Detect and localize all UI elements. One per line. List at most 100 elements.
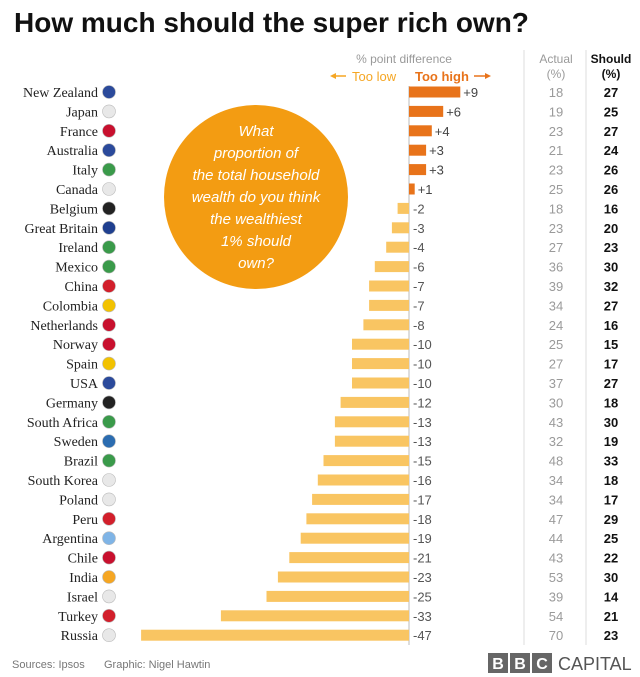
should-value: 23 bbox=[604, 240, 618, 255]
should-value: 24 bbox=[604, 143, 619, 158]
actual-value: 27 bbox=[549, 357, 563, 372]
should-value: 19 bbox=[604, 434, 618, 449]
logo-letter-b2: B bbox=[514, 656, 526, 673]
too-low-label: Too low bbox=[352, 69, 397, 84]
value-label: -23 bbox=[413, 570, 432, 585]
value-label: +6 bbox=[446, 104, 461, 119]
actual-value: 36 bbox=[549, 260, 563, 275]
bar bbox=[409, 125, 432, 137]
chart-row: New Zealand +9 18 27 bbox=[23, 85, 618, 101]
actual-value: 37 bbox=[549, 376, 563, 391]
country-label: USA bbox=[70, 377, 99, 392]
bar bbox=[409, 86, 461, 98]
question-line: What bbox=[238, 123, 274, 140]
difference-header: % point difference bbox=[356, 52, 452, 66]
should-value: 27 bbox=[604, 124, 618, 139]
country-label: Canada bbox=[56, 183, 99, 198]
country-label: Brazil bbox=[64, 455, 98, 470]
value-label: +9 bbox=[463, 85, 478, 100]
flag-icon bbox=[102, 395, 116, 410]
should-unit: (%) bbox=[602, 67, 621, 81]
flag-icon bbox=[102, 143, 116, 157]
question-circle bbox=[164, 105, 348, 289]
value-label: -17 bbox=[413, 492, 432, 507]
question-line: 1% should bbox=[221, 233, 292, 250]
country-label: Israel bbox=[67, 590, 98, 605]
country-label: Japan bbox=[66, 105, 98, 120]
flag-icon bbox=[102, 434, 116, 449]
flag-icon bbox=[102, 608, 116, 623]
actual-value: 30 bbox=[549, 395, 563, 410]
actual-value: 53 bbox=[549, 570, 563, 585]
country-label: Peru bbox=[72, 513, 98, 528]
actual-value: 23 bbox=[549, 221, 563, 236]
actual-value: 44 bbox=[549, 531, 563, 546]
chart-row: Sweden -13 32 19 bbox=[54, 434, 619, 450]
should-value: 29 bbox=[604, 512, 618, 527]
chart-row: Great Britain -3 23 20 bbox=[25, 221, 619, 237]
actual-value: 24 bbox=[549, 318, 563, 333]
actual-value: 54 bbox=[549, 609, 563, 624]
country-label: South Africa bbox=[27, 416, 99, 431]
bar bbox=[289, 552, 409, 564]
chart-row: China -7 39 32 bbox=[65, 279, 619, 295]
too-low-legend: Too low bbox=[330, 69, 397, 84]
country-label: Norway bbox=[53, 338, 98, 353]
value-label: -19 bbox=[413, 531, 432, 546]
flag-icon bbox=[102, 414, 116, 429]
country-label: Spain bbox=[66, 358, 98, 373]
question-line: own? bbox=[238, 255, 275, 272]
should-value: 32 bbox=[604, 279, 618, 294]
bar bbox=[220, 610, 409, 622]
value-label: -4 bbox=[413, 240, 425, 255]
actual-value: 34 bbox=[549, 492, 563, 507]
value-label: -13 bbox=[413, 415, 432, 430]
chart-row: India -23 53 30 bbox=[69, 570, 618, 586]
bar bbox=[386, 241, 409, 253]
actual-value: 48 bbox=[549, 454, 563, 469]
flag-icon bbox=[102, 628, 116, 643]
should-value: 26 bbox=[604, 163, 618, 178]
should-value: 30 bbox=[604, 260, 618, 275]
chart-row: Peru -18 47 29 bbox=[72, 512, 618, 528]
should-value: 33 bbox=[604, 454, 618, 469]
country-label: Mexico bbox=[55, 261, 98, 276]
should-value: 23 bbox=[604, 628, 618, 643]
bar bbox=[334, 435, 409, 447]
should-value: 16 bbox=[604, 318, 618, 333]
flag-icon bbox=[102, 337, 116, 352]
actual-unit: (%) bbox=[547, 67, 566, 81]
value-label: -16 bbox=[413, 473, 432, 488]
country-label: France bbox=[60, 125, 98, 140]
flag-icon bbox=[102, 492, 116, 507]
question-text: What proportion of the total household weal… bbox=[192, 123, 322, 272]
country-label: Argentina bbox=[42, 532, 99, 547]
chart-row: Norway -10 25 15 bbox=[53, 337, 618, 353]
bar bbox=[397, 202, 409, 214]
should-value: 30 bbox=[604, 415, 618, 430]
should-value: 20 bbox=[604, 221, 618, 236]
too-high-label: Too high bbox=[415, 69, 469, 84]
chart-row: Brazil -15 48 33 bbox=[64, 454, 618, 470]
should-value: 25 bbox=[604, 104, 618, 119]
bar bbox=[141, 629, 409, 641]
should-value: 21 bbox=[604, 609, 618, 624]
value-label: -6 bbox=[413, 260, 425, 275]
should-value: 18 bbox=[604, 395, 618, 410]
actual-value: 43 bbox=[549, 415, 563, 430]
flag-icon bbox=[102, 104, 116, 119]
chart-row: Chile -21 43 22 bbox=[68, 551, 619, 567]
chart-row: South Africa -13 43 30 bbox=[27, 415, 618, 431]
actual-value: 18 bbox=[549, 85, 563, 100]
actual-value: 32 bbox=[549, 434, 563, 449]
should-value: 17 bbox=[604, 357, 618, 372]
bar bbox=[300, 532, 409, 544]
bar bbox=[374, 261, 409, 273]
country-label: Germany bbox=[46, 396, 98, 411]
country-label: New Zealand bbox=[23, 86, 98, 101]
value-label: +4 bbox=[435, 124, 450, 139]
logo-word: CAPITAL bbox=[558, 654, 632, 674]
value-label: -8 bbox=[413, 318, 425, 333]
value-label: -18 bbox=[413, 512, 432, 527]
value-label: -7 bbox=[413, 298, 425, 313]
